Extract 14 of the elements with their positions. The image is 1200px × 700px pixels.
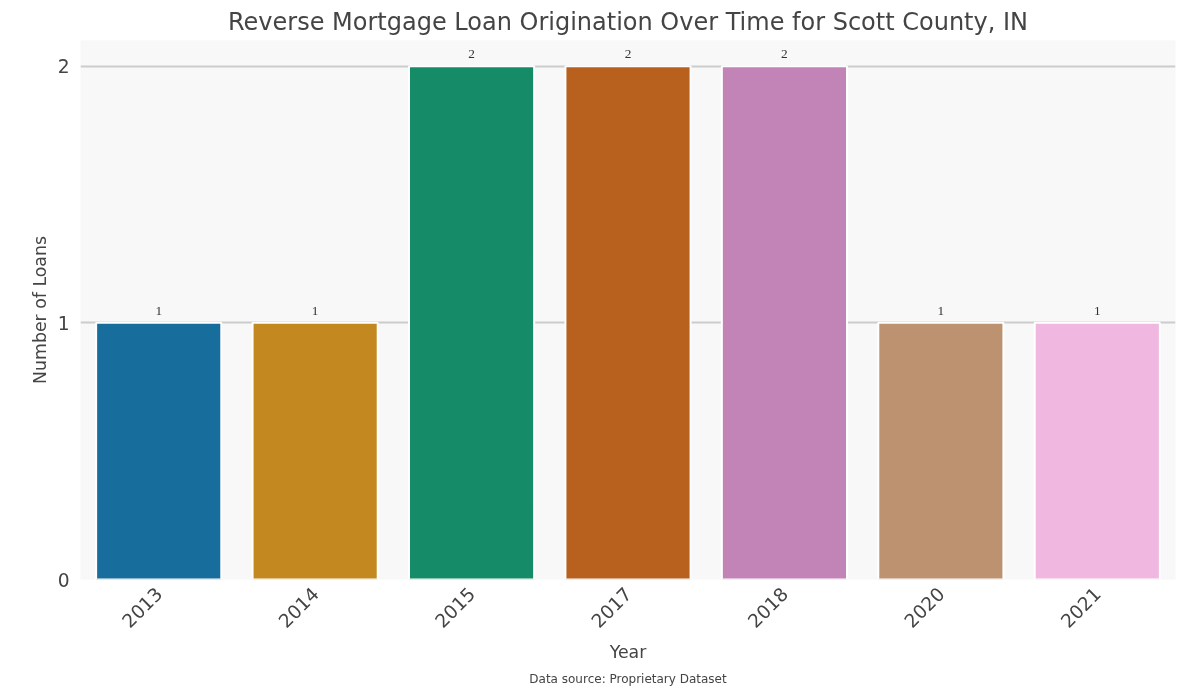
- x-axis-title: Year: [608, 641, 648, 662]
- y-tick-label: 0: [57, 569, 70, 591]
- y-axis-title: Number of Loans: [29, 236, 50, 384]
- data-label: 1: [311, 302, 319, 318]
- chart-title: Reverse Mortgage Loan Origination Over Time for Scott County, IN: [227, 7, 1029, 36]
- data-label: 2: [781, 46, 788, 62]
- data-label: 1: [155, 302, 163, 318]
- data-label: 2: [624, 46, 632, 62]
- data-label: 2: [468, 46, 475, 62]
- data-label: 1: [937, 302, 945, 318]
- data-label: 1: [1093, 302, 1101, 318]
- source-note: Data source: Proprietary Dataset: [529, 671, 727, 686]
- y-tick-label: 2: [57, 56, 70, 78]
- y-tick-label: 1: [57, 312, 70, 334]
